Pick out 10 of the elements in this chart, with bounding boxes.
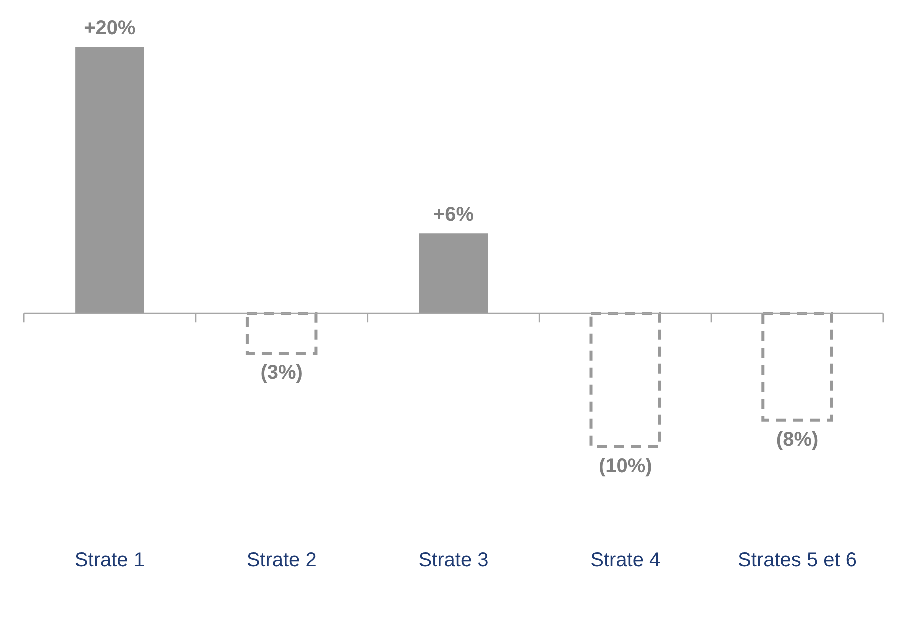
data-label: (3%) [260, 362, 303, 384]
data-label: (10%) [598, 456, 652, 478]
x-tick-label: Strate 1 [74, 550, 145, 572]
data-label: +20% [84, 18, 136, 40]
x-tick-label: Strates 5 et 6 [738, 550, 858, 572]
x-tick-label: Strate 3 [418, 550, 489, 572]
data-label: (8%) [776, 428, 819, 451]
x-tick-label: Strate 4 [590, 550, 661, 572]
data-label: +6% [433, 204, 474, 226]
x-tick-label: Strate 2 [246, 550, 317, 572]
